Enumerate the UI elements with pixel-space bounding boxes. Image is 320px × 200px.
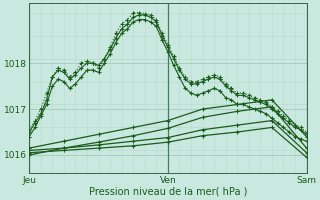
X-axis label: Pression niveau de la mer( hPa ): Pression niveau de la mer( hPa ): [89, 187, 247, 197]
